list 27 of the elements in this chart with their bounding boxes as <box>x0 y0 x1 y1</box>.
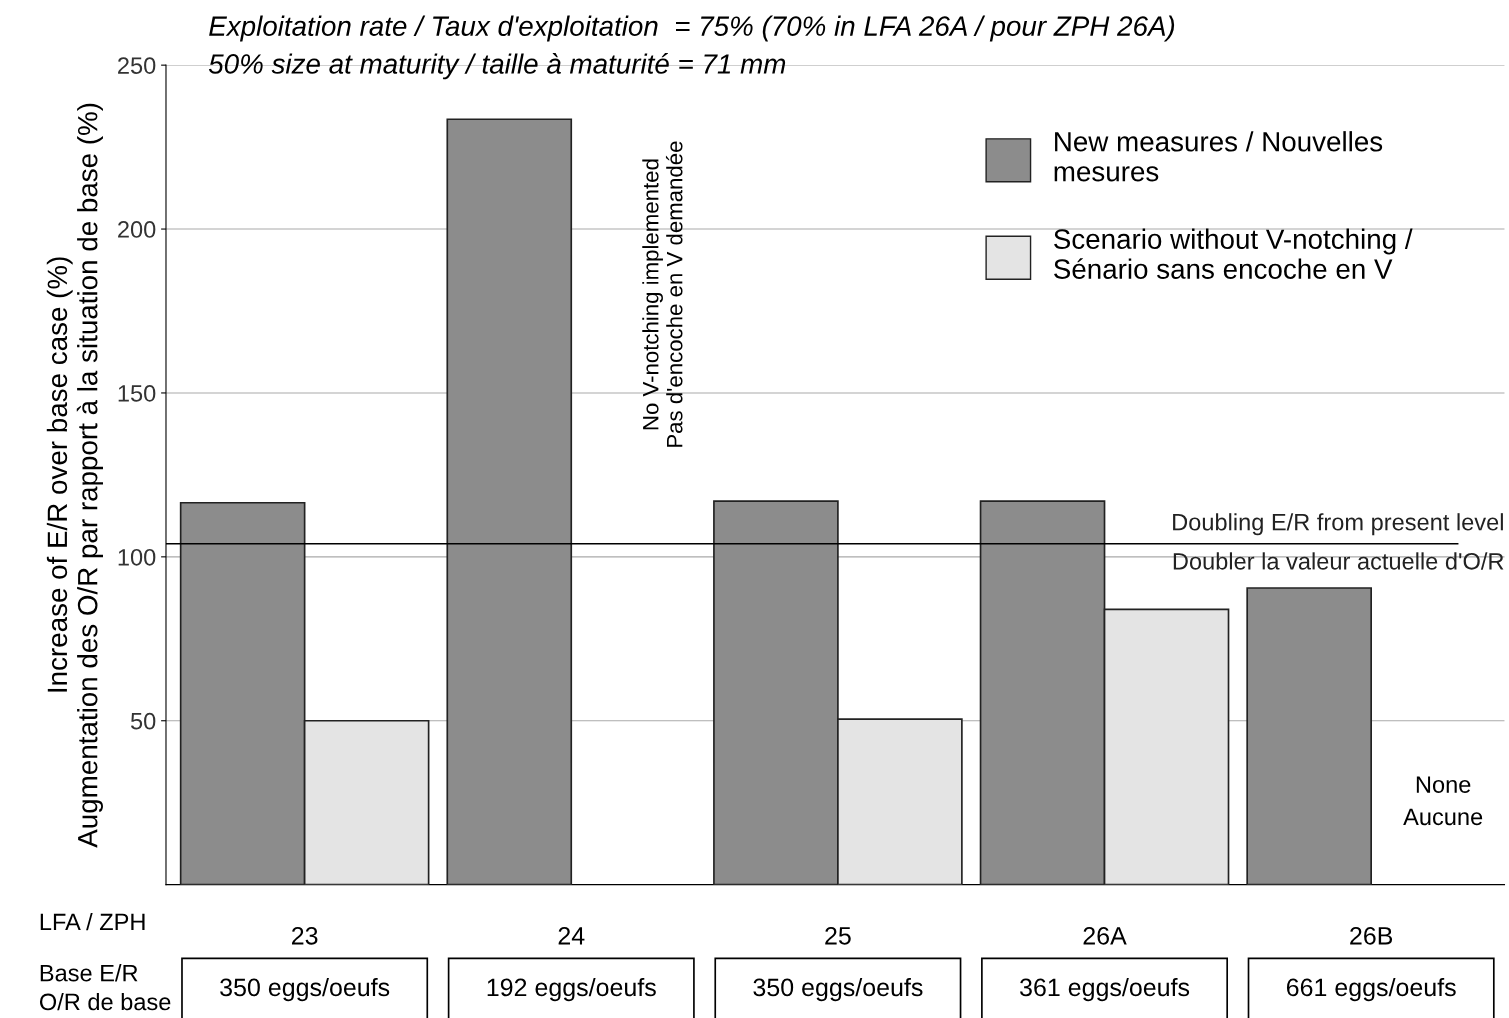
y-tick-label: 150 <box>118 385 156 402</box>
legend-label: New measures / Nouvelles mesures <box>1054 131 1383 182</box>
ref-line-label: Doubling E/R from present level Doubler la valeur actuelle d'O/R <box>1173 513 1504 570</box>
chart-title: Exploitation rate / Taux d'exploitation = 75% (70% in LFA 26A / pour ZPH 26A) <box>209 15 1175 42</box>
x-tick-label: 26B <box>1350 926 1393 945</box>
y-axis-title: Increase of E/R over base case (%) Augmentation des O/R par rapport à la situation de base (%) <box>46 103 103 848</box>
text: Base E/R O/R de base <box>39 964 171 1011</box>
text: 350 eggs/oeufs <box>753 977 923 1002</box>
text: 361 eggs/oeufs <box>1020 977 1190 1002</box>
text: 350 eggs/oeufs <box>220 977 390 1002</box>
y-tick-label: 50 <box>130 712 156 730</box>
annotation: No V-notching implemented Pas d'encoche en V demandée <box>642 141 683 447</box>
x-tick-label: 26A <box>1083 926 1127 945</box>
y-tick-label: 100 <box>118 548 156 566</box>
y-tick-label: 200 <box>118 221 156 238</box>
text: 661 eggs/oeufs <box>1286 977 1456 1002</box>
x-tick-label: 25 <box>825 926 851 945</box>
chart-subtitle: 50% size at maturity / taille à maturité = 71 mm <box>208 53 786 80</box>
x-axis-title: LFA / ZPH <box>40 912 145 931</box>
y-tick-label: 250 <box>118 57 156 74</box>
x-tick-label: 24 <box>558 926 585 945</box>
x-tick-label: 23 <box>291 926 318 945</box>
legend-label: Scenario without V-notching / Sénario sans encoche en V <box>1054 228 1413 279</box>
annotation: None Aucune <box>1403 776 1483 826</box>
bar <box>446 118 573 885</box>
text: 192 eggs/oeufs <box>487 977 656 1002</box>
bar <box>1246 587 1372 885</box>
